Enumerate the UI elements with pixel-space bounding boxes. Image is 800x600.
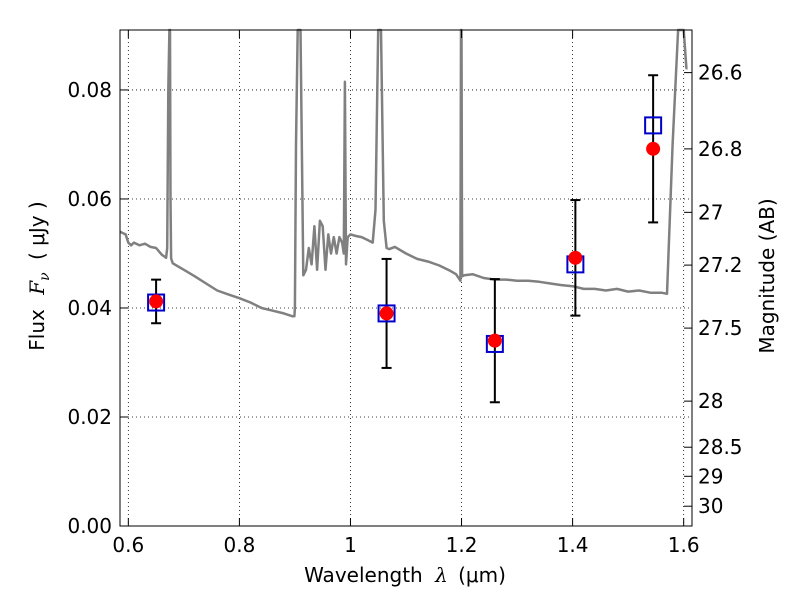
y-axis-label-prefix: Flux — [25, 309, 49, 351]
y-tick-label: 0.08 — [67, 78, 112, 102]
nu-subscript: ν — [37, 272, 53, 281]
f-nu-symbol: F — [25, 280, 49, 296]
y-tick-label: 0.06 — [67, 187, 112, 211]
right-tick-label: 28 — [698, 389, 723, 413]
x-tick-label: 1 — [344, 533, 357, 557]
x-tick-label: 0.8 — [223, 533, 255, 557]
x-tick-label: 0.6 — [112, 533, 144, 557]
spectrum-line — [119, 28, 688, 318]
x-tick-label: 1.6 — [668, 533, 700, 557]
y-tick-label: 0.00 — [67, 514, 112, 538]
y-axis-label-unit: ( μJy ) — [25, 201, 49, 260]
observed-point — [149, 294, 164, 309]
grid-lines — [120, 30, 692, 527]
model-point-square — [377, 304, 396, 323]
y-axis-label: Flux Fν ( μJy ) — [25, 201, 54, 350]
lambda-symbol: λ — [434, 563, 448, 587]
right-axis-label: Magnitude (AB) — [755, 198, 779, 353]
observed-point — [487, 333, 502, 348]
right-tick-label: 26.8 — [698, 137, 743, 161]
x-tick-label: 1.4 — [557, 533, 589, 557]
observed-points — [149, 141, 661, 348]
right-tick-label: 27.2 — [698, 253, 743, 277]
y-tick-label: 0.02 — [67, 405, 112, 429]
right-tick-label: 30 — [698, 494, 723, 518]
x-axis-label-prefix: Wavelength — [304, 563, 423, 587]
right-tick-label: 28.5 — [698, 435, 743, 459]
right-tick-label: 27.5 — [698, 316, 743, 340]
y-tick-label: 0.04 — [67, 296, 112, 320]
observed-point — [568, 250, 583, 265]
model-point-square — [644, 116, 663, 135]
observed-point — [646, 141, 661, 156]
error-bars — [151, 74, 659, 404]
right-tick-label: 27 — [698, 200, 723, 224]
x-tick-label: 1.2 — [446, 533, 478, 557]
model-spectrum — [119, 28, 688, 318]
observed-point — [379, 306, 394, 321]
right-tick-label: 29 — [698, 464, 723, 488]
axis-ticks: 0.6 0.8 1 1.2 1.4 1.6 0.00 0.02 0.04 0.06 0.08 26.6… — [67, 30, 743, 557]
plot-frame — [119, 29, 693, 527]
x-axis-label: Wavelength λ (μm) — [304, 563, 506, 587]
right-tick-label: 26.6 — [698, 61, 743, 85]
x-axis-label-unit: (μm) — [458, 563, 506, 587]
model-points — [147, 116, 663, 353]
